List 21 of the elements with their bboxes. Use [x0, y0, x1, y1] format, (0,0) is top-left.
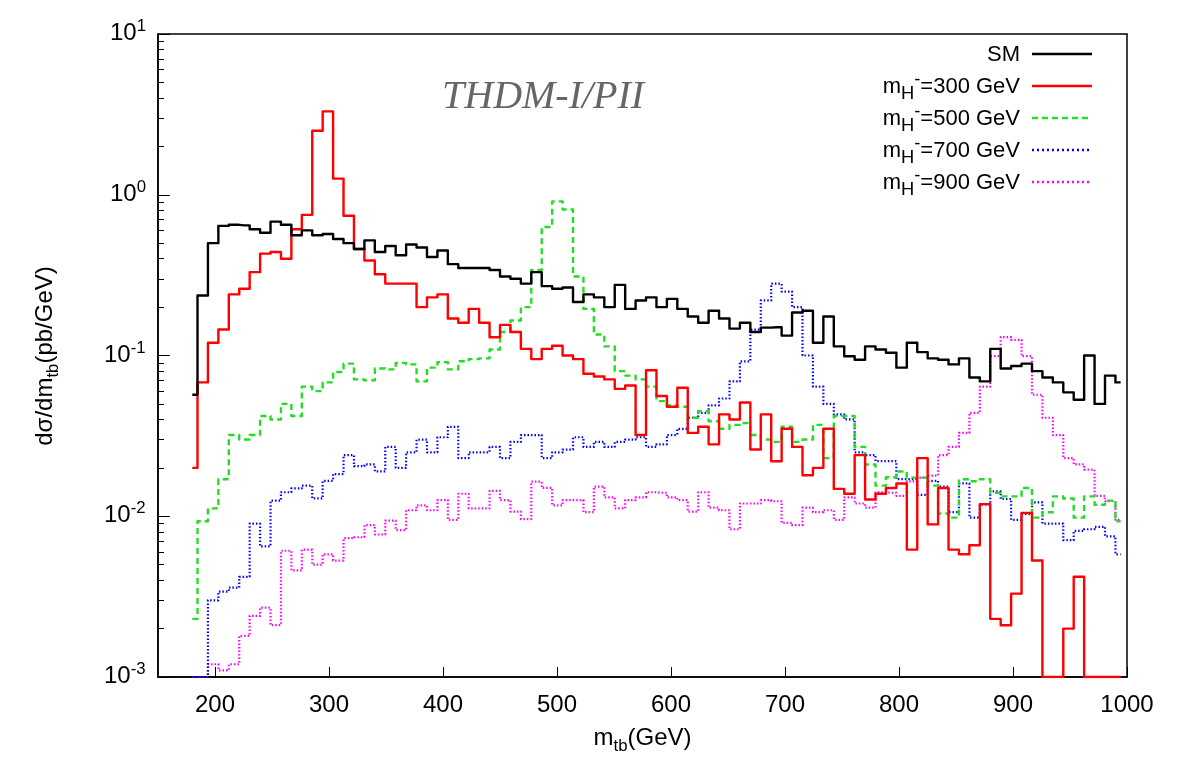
x-tick-label: 600 [650, 689, 692, 717]
x-tick-label: 1000 [1100, 689, 1154, 717]
x-tick-label: 900 [992, 689, 1034, 717]
legend-label: m$_{H}$$^{-}$=900 GeV [882, 164, 1020, 199]
legend-label: m$_{H}$$^{-}$=700 GeV [882, 132, 1020, 167]
y-tick-label: 10$^{-1}$ [104, 337, 146, 367]
x-tick-label: 700 [764, 689, 806, 717]
x-axis-title: m$_{tb}$(GeV) [593, 723, 692, 755]
x-tick-label: 200 [194, 689, 236, 717]
y-tick-label: 10$^{-2}$ [104, 498, 146, 528]
x-tick-label: 300 [308, 689, 350, 717]
annotation: THDM-I/PII [442, 71, 646, 117]
x-tick-label: 400 [422, 689, 464, 717]
legend-label: SM [987, 41, 1020, 67]
y-tick-label: 10$^{-3}$ [104, 659, 146, 688]
y-tick-label: 10$^{0}$ [110, 176, 147, 206]
legend-label: m$_{H}$$^{-}$=300 GeV [882, 68, 1020, 103]
legend-label: m$_{H}$$^{-}$=500 GeV [882, 100, 1020, 135]
y-tick-label: 10$^{1}$ [110, 16, 147, 45]
x-tick-label: 500 [536, 689, 578, 717]
x-tick-label: 800 [878, 689, 920, 717]
